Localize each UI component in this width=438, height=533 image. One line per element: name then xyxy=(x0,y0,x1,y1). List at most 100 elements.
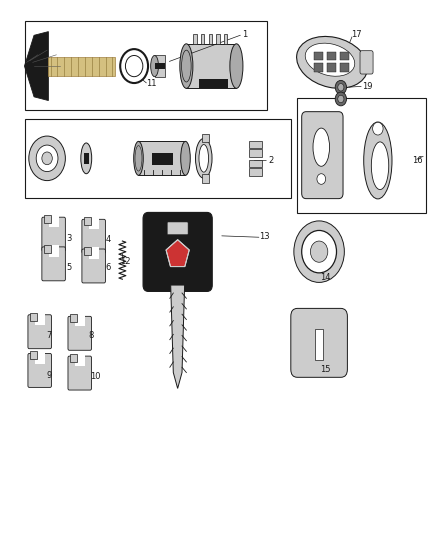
Bar xyxy=(297,98,426,214)
Text: 9: 9 xyxy=(46,370,52,379)
Text: 11: 11 xyxy=(146,79,157,88)
FancyBboxPatch shape xyxy=(68,317,92,350)
Ellipse shape xyxy=(199,144,208,172)
FancyBboxPatch shape xyxy=(302,112,343,199)
Ellipse shape xyxy=(297,36,367,88)
Bar xyxy=(155,55,166,77)
Text: 14: 14 xyxy=(320,272,331,281)
Circle shape xyxy=(36,145,58,172)
FancyBboxPatch shape xyxy=(143,213,212,292)
Bar xyxy=(340,63,349,72)
Ellipse shape xyxy=(230,44,243,88)
FancyBboxPatch shape xyxy=(28,315,51,349)
Bar xyxy=(138,141,185,175)
Text: 15: 15 xyxy=(320,366,331,374)
Bar xyxy=(201,174,209,183)
Bar xyxy=(30,313,37,320)
Bar xyxy=(208,34,212,44)
Bar xyxy=(250,141,261,148)
Text: 8: 8 xyxy=(88,331,93,340)
FancyBboxPatch shape xyxy=(68,356,92,390)
Bar xyxy=(250,160,261,167)
Circle shape xyxy=(335,80,346,94)
Text: 5: 5 xyxy=(66,263,71,272)
Bar xyxy=(199,79,228,88)
Bar xyxy=(186,44,237,88)
Ellipse shape xyxy=(371,142,389,190)
Text: 3: 3 xyxy=(66,235,71,244)
Ellipse shape xyxy=(181,141,190,175)
Polygon shape xyxy=(171,285,185,389)
Circle shape xyxy=(42,152,52,165)
Bar xyxy=(35,313,45,325)
Ellipse shape xyxy=(151,55,159,77)
Bar xyxy=(75,315,85,326)
Bar xyxy=(35,352,45,364)
Bar xyxy=(49,245,59,257)
FancyBboxPatch shape xyxy=(28,353,51,387)
Text: 12: 12 xyxy=(120,257,131,265)
Bar xyxy=(89,247,99,259)
Circle shape xyxy=(294,221,344,282)
Bar xyxy=(327,52,336,60)
Bar xyxy=(70,314,77,322)
Circle shape xyxy=(302,230,336,273)
Ellipse shape xyxy=(134,141,143,175)
Circle shape xyxy=(317,174,325,184)
Text: 10: 10 xyxy=(90,372,100,381)
Bar xyxy=(201,134,209,142)
Text: 19: 19 xyxy=(362,82,372,91)
Bar xyxy=(25,21,267,110)
Text: 13: 13 xyxy=(259,232,270,241)
Bar xyxy=(314,52,322,60)
FancyBboxPatch shape xyxy=(42,217,65,251)
Circle shape xyxy=(338,95,344,103)
Text: 17: 17 xyxy=(351,30,361,39)
Bar xyxy=(224,34,227,44)
FancyBboxPatch shape xyxy=(42,247,65,281)
Circle shape xyxy=(311,241,328,262)
Bar xyxy=(30,351,37,359)
FancyBboxPatch shape xyxy=(360,51,373,74)
Text: 6: 6 xyxy=(105,263,111,272)
Bar xyxy=(250,149,261,157)
Bar xyxy=(89,217,99,229)
Bar xyxy=(44,245,51,253)
Circle shape xyxy=(29,136,65,181)
Bar xyxy=(314,63,322,72)
Text: 2: 2 xyxy=(268,156,274,165)
Bar xyxy=(49,216,59,227)
Ellipse shape xyxy=(195,139,212,178)
Bar xyxy=(44,215,51,223)
Bar xyxy=(25,119,291,198)
Ellipse shape xyxy=(305,43,355,76)
Polygon shape xyxy=(25,31,48,101)
Bar xyxy=(340,52,349,60)
Text: 7: 7 xyxy=(46,331,52,340)
Text: 1: 1 xyxy=(243,30,248,39)
Bar xyxy=(75,354,85,366)
Bar xyxy=(70,354,77,362)
Text: 16: 16 xyxy=(412,156,422,165)
FancyBboxPatch shape xyxy=(82,219,106,253)
Ellipse shape xyxy=(364,122,392,199)
Polygon shape xyxy=(166,240,189,266)
Bar xyxy=(216,34,219,44)
Bar xyxy=(315,328,323,360)
Text: 4: 4 xyxy=(106,236,111,245)
Circle shape xyxy=(335,92,346,106)
Ellipse shape xyxy=(313,128,329,166)
Bar xyxy=(84,247,91,255)
Bar xyxy=(48,56,115,76)
Circle shape xyxy=(373,122,383,135)
Ellipse shape xyxy=(180,44,193,88)
Bar xyxy=(84,153,89,164)
Bar xyxy=(193,34,197,44)
FancyBboxPatch shape xyxy=(82,249,106,283)
Ellipse shape xyxy=(81,143,92,174)
Bar xyxy=(84,217,91,225)
Bar xyxy=(250,168,261,176)
FancyBboxPatch shape xyxy=(167,222,188,235)
Bar xyxy=(327,63,336,72)
Bar xyxy=(201,34,205,44)
